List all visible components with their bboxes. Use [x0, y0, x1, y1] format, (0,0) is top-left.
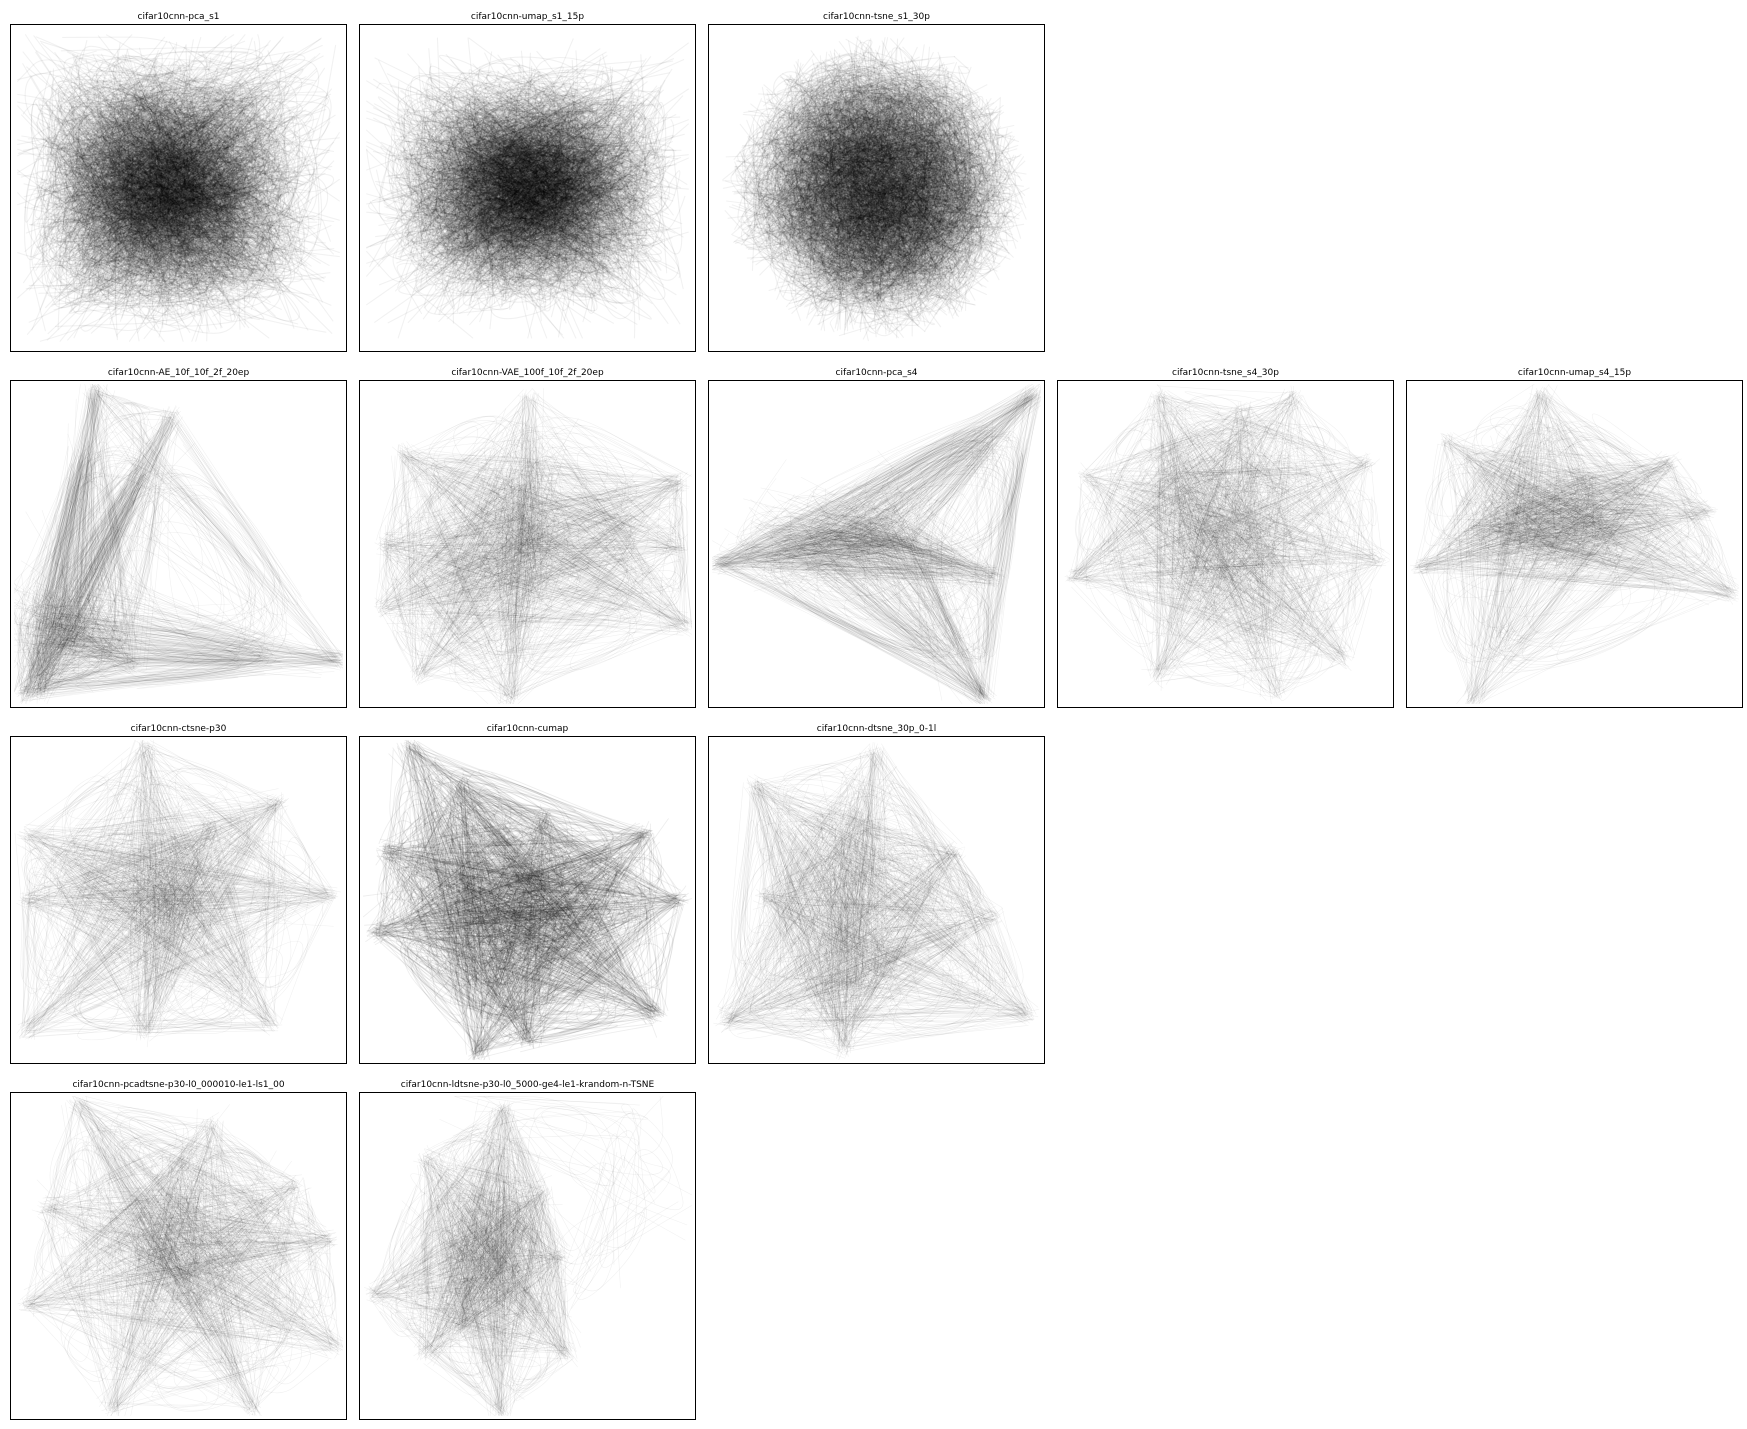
chart-title: cifar10cnn-VAE_100f_10f_2f_20ep — [359, 366, 696, 380]
chart-panel: cifar10cnn-tsne_s4_30p — [1057, 366, 1394, 708]
trail-plot — [709, 25, 1044, 351]
plot-area — [359, 24, 696, 352]
plot-area — [1057, 380, 1394, 708]
chart-title: cifar10cnn-umap_s1_15p — [359, 10, 696, 24]
trail-line — [140, 419, 336, 658]
chart-panel: cifar10cnn-umap_s1_15p — [359, 10, 696, 352]
plot-area — [10, 380, 347, 708]
plot-area — [708, 380, 1045, 708]
chart-title: cifar10cnn-pca_s1 — [10, 10, 347, 24]
trail-plot — [1058, 381, 1393, 707]
chart-title: cifar10cnn-tsne_s1_30p — [708, 10, 1045, 24]
plot-area — [359, 380, 696, 708]
chart-title: cifar10cnn-AE_10f_10f_2f_20ep — [10, 366, 347, 380]
trail-plot — [11, 25, 346, 351]
chart-title: cifar10cnn-pca_s4 — [708, 366, 1045, 380]
chart-panel: cifar10cnn-pca_s4 — [708, 366, 1045, 708]
chart-panel: cifar10cnn-pca_s1 — [10, 10, 347, 352]
trail-plot — [360, 25, 695, 351]
chart-panel: cifar10cnn-VAE_100f_10f_2f_20ep — [359, 366, 696, 708]
chart-panel: cifar10cnn-tsne_s1_30p — [708, 10, 1045, 352]
trail-plot — [709, 381, 1044, 707]
plot-area — [10, 24, 347, 352]
trail-plot — [11, 381, 346, 707]
chart-title: cifar10cnn-tsne_s4_30p — [1057, 366, 1394, 380]
trail-plot — [360, 381, 695, 707]
plot-area — [708, 24, 1045, 352]
chart-panel: cifar10cnn-AE_10f_10f_2f_20ep — [10, 366, 347, 708]
